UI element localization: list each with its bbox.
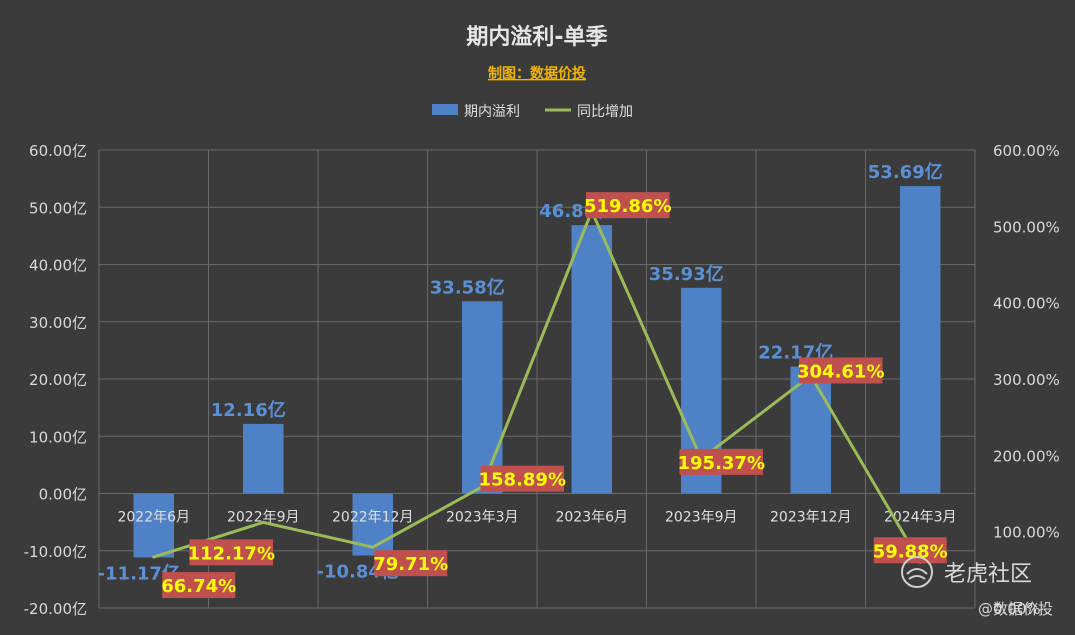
right-tick-label: 500.00%	[993, 218, 1060, 236]
line-data-label-bg	[162, 572, 236, 599]
bar-data-label: -11.17亿	[98, 562, 180, 584]
line-data-label: 59.88%	[873, 541, 948, 562]
legend-item-bar: 期内溢利	[464, 104, 520, 120]
left-tick-label: -20.00亿	[24, 600, 87, 618]
line-point	[261, 520, 265, 524]
series-line	[153, 209, 922, 564]
left-tick-label: 40.00亿	[29, 257, 87, 275]
bar	[461, 301, 503, 494]
bar-data-label: 53.69亿	[868, 161, 943, 183]
chart-subtitle: 制图：数据价投	[488, 65, 586, 82]
line-data-label-bg	[679, 448, 763, 475]
line-data-label: 79.71%	[373, 554, 448, 575]
category-label: 2023年6月	[555, 510, 628, 526]
watermark-handle: @数据价投	[978, 600, 1053, 618]
line-data-label-bg	[799, 357, 883, 384]
tiger-logo-stripes	[906, 568, 928, 580]
left-tick-label: 0.00亿	[39, 486, 87, 504]
bar-data-label: 12.16亿	[211, 399, 286, 421]
right-tick-label: 400.00%	[993, 295, 1060, 313]
right-tick-label: 300.00%	[993, 371, 1060, 389]
line-data-labels: 66.74% 112.17% 79.71% 158.89% 519.86% 195.37%…	[161, 192, 948, 599]
right-tick-label: 200.00%	[993, 447, 1060, 465]
category-label: 2022年9月	[227, 510, 300, 526]
bar-series	[133, 186, 941, 558]
line-data-label: 158.89%	[479, 470, 567, 491]
bar-data-label: 35.93亿	[649, 263, 724, 285]
left-tick-label: 10.00亿	[29, 428, 87, 446]
legend: 期内溢利 同比增加	[432, 104, 633, 120]
right-tick-label: 100.00%	[993, 524, 1060, 542]
line-data-label: 304.61%	[797, 361, 885, 382]
legend-bar-swatch	[432, 104, 458, 115]
left-tick-label: 30.00亿	[29, 314, 87, 332]
watermark-brand: 老虎社区	[944, 562, 1032, 587]
category-label: 2023年12月	[770, 510, 851, 526]
category-label: 2022年6月	[117, 510, 190, 526]
line-data-label: 112.17%	[188, 543, 276, 564]
bar	[899, 186, 941, 494]
left-tick-label: 50.00亿	[29, 199, 87, 217]
line-data-label-bg	[586, 192, 670, 219]
left-axis: -20.00亿 -10.00亿 0.00亿 10.00亿 20.00亿 30.00亿 40.…	[24, 142, 87, 618]
bar-data-label: 33.58亿	[430, 276, 505, 298]
bar	[133, 493, 175, 558]
category-label: 2023年9月	[665, 510, 738, 526]
category-label: 2022年12月	[332, 510, 413, 526]
category-label: 2023年3月	[446, 510, 519, 526]
line-data-label: 66.74%	[161, 576, 236, 597]
line-data-label-bg	[374, 550, 448, 577]
tiger-logo-icon	[901, 556, 933, 588]
right-axis: 0.00% 100.00% 200.00% 300.00% 400.00% 500.00%…	[993, 142, 1060, 618]
line-data-label-bg	[480, 465, 564, 492]
line-data-label: 519.86%	[584, 196, 672, 217]
line-data-label: 195.37%	[678, 453, 766, 474]
left-tick-label: 60.00亿	[29, 142, 87, 160]
right-tick-label: 0.00%	[993, 600, 1041, 618]
legend-item-line: 同比增加	[577, 104, 633, 120]
line-point	[371, 545, 375, 549]
category-axis: 2022年6月 2022年9月 2022年12月 2023年3月 2023年6月 2023…	[117, 510, 956, 526]
line-point	[152, 555, 156, 559]
bar	[571, 225, 613, 494]
bar	[242, 423, 284, 494]
chart-title: 期内溢利-单季	[466, 24, 607, 50]
watermark: 老虎社区 @数据价投	[901, 556, 1053, 618]
category-label: 2024年3月	[884, 510, 957, 526]
bar	[790, 366, 832, 494]
left-tick-label: 20.00亿	[29, 371, 87, 389]
line-data-label-bg	[189, 539, 273, 566]
left-tick-label: -10.00亿	[24, 543, 87, 561]
right-tick-label: 600.00%	[993, 142, 1060, 160]
